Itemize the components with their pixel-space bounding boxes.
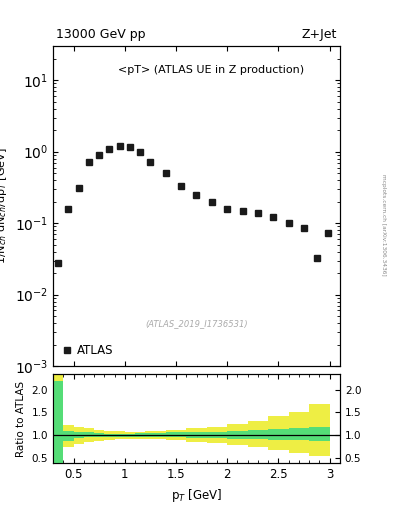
Text: <pT> (ATLAS UE in Z production): <pT> (ATLAS UE in Z production) bbox=[118, 66, 304, 75]
X-axis label: p$_{T}$ [GeV]: p$_{T}$ [GeV] bbox=[171, 487, 222, 504]
Text: Z+Jet: Z+Jet bbox=[302, 28, 337, 41]
Y-axis label: 1/N$_{ch}$ dN$_{ch}$/dp$_{T}$ [GeV]: 1/N$_{ch}$ dN$_{ch}$/dp$_{T}$ [GeV] bbox=[0, 147, 9, 265]
Text: (ATLAS_2019_I1736531): (ATLAS_2019_I1736531) bbox=[145, 318, 248, 328]
Legend: ATLAS: ATLAS bbox=[59, 340, 117, 360]
Text: mcplots.cern.ch [arXiv:1306.3436]: mcplots.cern.ch [arXiv:1306.3436] bbox=[381, 175, 386, 276]
Text: 13000 GeV pp: 13000 GeV pp bbox=[56, 28, 145, 41]
Y-axis label: Ratio to ATLAS: Ratio to ATLAS bbox=[16, 380, 26, 457]
